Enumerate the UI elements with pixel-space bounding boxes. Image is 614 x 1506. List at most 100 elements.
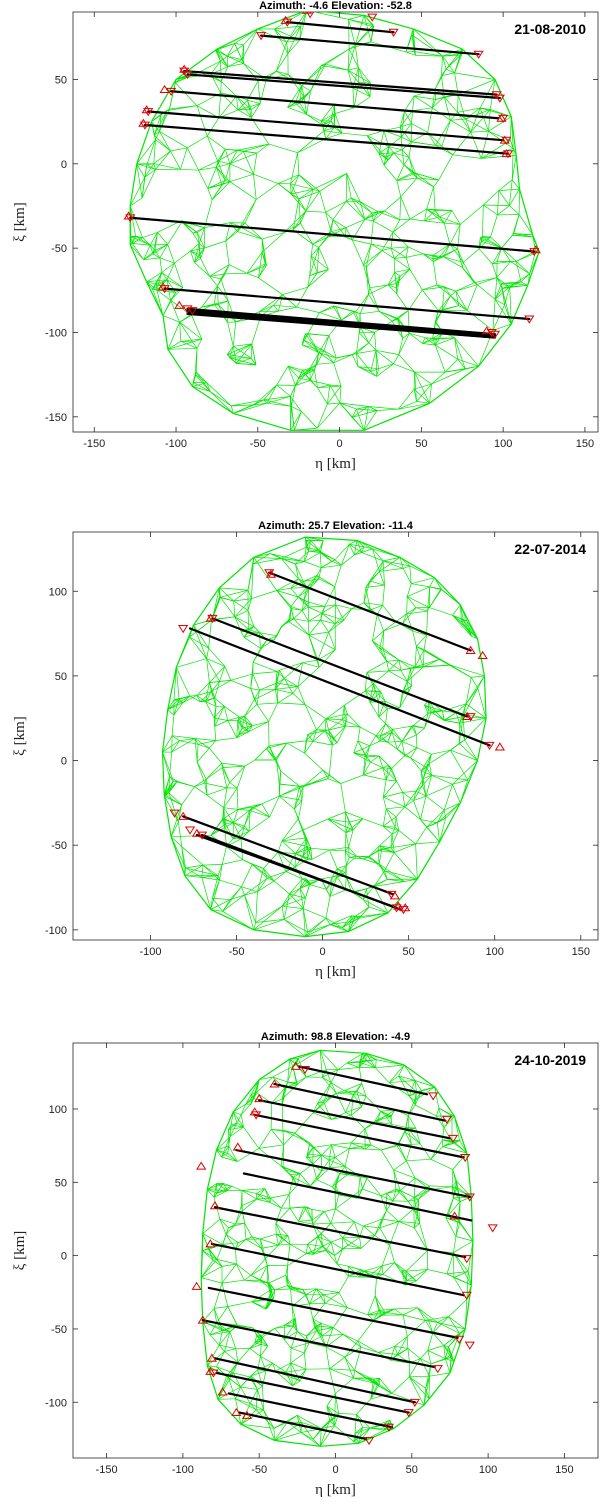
mesh-edge (429, 607, 453, 616)
mesh-edge (382, 605, 396, 623)
x-axis-ticks: -100 -50 0 50 100 150 (139, 532, 590, 958)
chord-line (259, 34, 480, 56)
mesh-edge (261, 795, 280, 805)
mesh-edge (290, 411, 302, 431)
mesh-edge (342, 1237, 349, 1246)
mesh-edge (200, 258, 210, 277)
shape-mesh (162, 536, 487, 937)
mesh-edge (227, 59, 243, 68)
mesh-edge (490, 236, 502, 249)
y-tick-label: 100 (49, 586, 67, 598)
mesh-edge (429, 384, 432, 404)
mesh-edge (349, 543, 365, 548)
mesh-edge (470, 131, 482, 159)
mesh-edge (227, 63, 244, 68)
mesh-edge (312, 1303, 326, 1320)
x-tick-label: 150 (555, 1464, 573, 1476)
mesh-edge (409, 332, 426, 339)
mesh-edge (399, 692, 410, 709)
mesh-edge (325, 1327, 334, 1348)
mesh-edge (383, 557, 401, 562)
mesh-edge (318, 649, 336, 668)
chord-line (273, 1082, 447, 1122)
mesh-edge (178, 695, 190, 700)
mesh-edge (287, 102, 301, 108)
mesh-edge (333, 725, 346, 739)
mesh-edge (205, 701, 215, 719)
mesh-edge (316, 247, 320, 273)
mesh-edge (266, 396, 291, 404)
mesh-edge (301, 786, 304, 801)
mesh-edge (241, 886, 245, 896)
y-tick-label: -50 (51, 840, 67, 852)
mesh-edge (414, 371, 430, 404)
mesh-edge (240, 1205, 245, 1224)
mesh-edge (306, 1206, 313, 1221)
mesh-edge (270, 1289, 276, 1298)
mesh-edge (342, 1221, 355, 1239)
mesh-edge (492, 263, 498, 278)
chord-line (211, 617, 469, 718)
mesh-edge (470, 677, 479, 689)
mesh-edge (217, 864, 223, 876)
mesh-edge (444, 286, 457, 292)
mesh-edge (259, 1265, 268, 1281)
mesh-edge (245, 1238, 262, 1249)
mesh-edge (311, 1209, 325, 1212)
mesh-edge (198, 166, 217, 171)
mesh-edge (301, 339, 304, 345)
mesh-edge (321, 1154, 336, 1158)
mesh-edge (398, 659, 411, 669)
mesh-edge (251, 103, 261, 110)
disappear-marker (524, 315, 535, 324)
mesh-edge (496, 277, 503, 289)
mesh-edge (256, 1197, 271, 1200)
y-tick-label: -50 (51, 1324, 67, 1336)
mesh-edge (226, 846, 243, 861)
mesh-edge (194, 738, 210, 749)
mesh-edge (281, 818, 299, 842)
mesh-edge (385, 808, 396, 828)
mesh-edge (394, 1346, 398, 1355)
mesh-edge (351, 342, 370, 355)
mesh-edge (236, 95, 252, 118)
markers (123, 12, 541, 339)
mesh-edge (354, 1221, 364, 1227)
reappear-marker (231, 1407, 242, 1416)
mesh-edge (240, 1386, 251, 1404)
mesh-edge (275, 1362, 291, 1372)
mesh-edge (249, 1376, 258, 1390)
mesh-edge (275, 1234, 279, 1246)
mesh-edge (416, 177, 434, 188)
mesh-edge (431, 371, 446, 385)
mesh-edge (471, 675, 485, 678)
mesh-edge (378, 755, 389, 766)
mesh-edge (252, 673, 260, 691)
mesh-edge (364, 546, 373, 550)
mesh-edge (221, 1279, 245, 1284)
mesh-edge (399, 269, 411, 277)
mesh-edge (437, 1322, 466, 1330)
mesh-edge (309, 369, 315, 381)
mesh-edge (374, 881, 405, 887)
mesh-edge (414, 1223, 420, 1229)
mesh-edge (396, 276, 401, 294)
mesh-edge (451, 1186, 472, 1198)
mesh-edge (426, 767, 432, 776)
mesh-edge (298, 589, 309, 598)
mesh-edge (452, 1152, 468, 1170)
mesh-edge (397, 1336, 408, 1355)
mesh-edge (426, 186, 434, 210)
mesh-edge (244, 199, 257, 224)
mesh-edge (263, 1409, 275, 1441)
reappear-marker (157, 282, 169, 291)
mesh-edge (383, 825, 396, 828)
mesh-edge (316, 1327, 334, 1331)
mesh-edge (298, 198, 301, 224)
mesh-edge (274, 28, 287, 43)
mesh-edge (350, 1142, 366, 1150)
mesh-edge (334, 1157, 346, 1167)
y-tick-label: 100 (49, 1104, 67, 1116)
y-axis-label: ξ [km] (12, 1231, 28, 1271)
mesh-edge (319, 1050, 327, 1070)
